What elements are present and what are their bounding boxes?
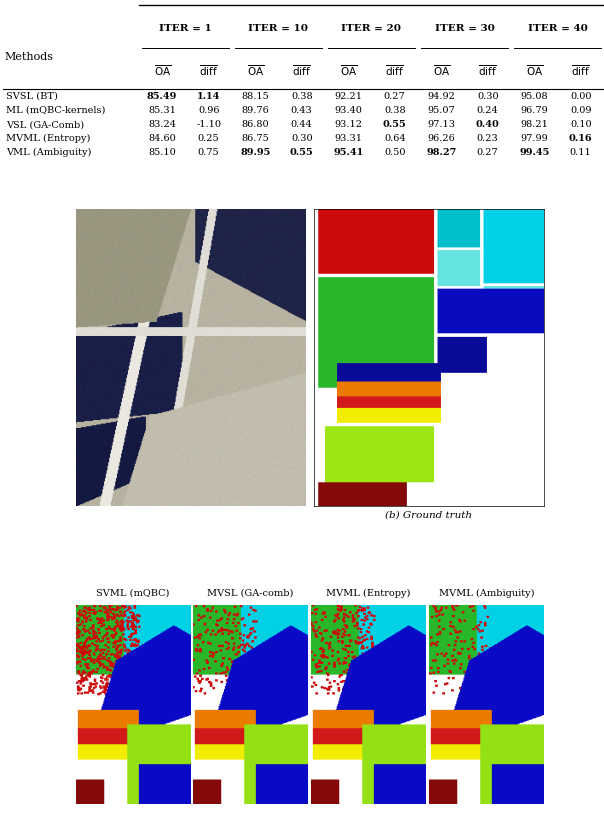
- Text: 84.60: 84.60: [149, 134, 176, 143]
- Text: 89.95: 89.95: [240, 148, 271, 157]
- Text: 85.10: 85.10: [149, 148, 176, 157]
- Text: 0.44: 0.44: [291, 120, 313, 129]
- Text: 0.55: 0.55: [290, 148, 313, 157]
- Text: ITER = 30: ITER = 30: [434, 24, 495, 33]
- Text: 0.64: 0.64: [384, 134, 405, 143]
- Text: 93.31: 93.31: [334, 134, 362, 143]
- Text: 95.07: 95.07: [428, 106, 455, 115]
- Text: 0.55: 0.55: [383, 120, 406, 129]
- Text: 95.41: 95.41: [333, 148, 364, 157]
- Text: 85.31: 85.31: [148, 106, 176, 115]
- Text: 0.75: 0.75: [198, 148, 219, 157]
- Text: $\overline{\rm diff}$: $\overline{\rm diff}$: [292, 63, 311, 78]
- Text: $\overline{\rm OA}$: $\overline{\rm OA}$: [432, 63, 450, 78]
- Text: $\overline{\rm diff}$: $\overline{\rm diff}$: [199, 63, 218, 78]
- Text: 0.43: 0.43: [291, 106, 313, 115]
- Text: 93.12: 93.12: [334, 120, 362, 129]
- Text: 0.96: 0.96: [198, 106, 219, 115]
- Text: MVML (Ambiguity): MVML (Ambiguity): [439, 589, 534, 598]
- Text: 0.30: 0.30: [477, 92, 498, 101]
- Text: ITER = 10: ITER = 10: [248, 24, 309, 33]
- Text: 0.11: 0.11: [570, 148, 592, 157]
- Text: Methods: Methods: [4, 53, 53, 63]
- Text: 0.10: 0.10: [570, 120, 591, 129]
- Text: 0.38: 0.38: [291, 92, 312, 101]
- Text: 93.40: 93.40: [334, 106, 362, 115]
- Text: 83.24: 83.24: [148, 120, 176, 129]
- Text: VML (Ambiguity): VML (Ambiguity): [6, 148, 91, 157]
- Text: ITER = 1: ITER = 1: [159, 24, 212, 33]
- Text: 0.09: 0.09: [570, 106, 591, 115]
- Text: $\overline{\rm diff}$: $\overline{\rm diff}$: [571, 63, 590, 78]
- Text: 97.99: 97.99: [521, 134, 548, 143]
- Text: 99.45: 99.45: [519, 148, 550, 157]
- Text: $\overline{\rm diff}$: $\overline{\rm diff}$: [385, 63, 404, 78]
- Text: ITER = 40: ITER = 40: [527, 24, 588, 33]
- Text: 0.16: 0.16: [569, 134, 593, 143]
- Text: 0.00: 0.00: [570, 92, 591, 101]
- Text: 86.75: 86.75: [242, 134, 269, 143]
- Text: VSL (GA-Comb): VSL (GA-Comb): [6, 120, 84, 129]
- Text: MVML (Entropy): MVML (Entropy): [6, 134, 91, 143]
- Text: 0.50: 0.50: [384, 148, 405, 157]
- Text: 94.92: 94.92: [427, 92, 455, 101]
- Text: 88.15: 88.15: [242, 92, 269, 101]
- Text: MVML (Entropy): MVML (Entropy): [326, 589, 411, 598]
- Text: $\overline{\rm OA}$: $\overline{\rm OA}$: [525, 63, 543, 78]
- X-axis label: (b) Ground truth: (b) Ground truth: [385, 510, 472, 519]
- Text: 98.27: 98.27: [426, 148, 457, 157]
- Text: 98.21: 98.21: [520, 120, 548, 129]
- Text: $\overline{\rm OA}$: $\overline{\rm OA}$: [153, 63, 171, 78]
- Text: 89.76: 89.76: [242, 106, 269, 115]
- Text: ITER = 20: ITER = 20: [341, 24, 402, 33]
- Text: 86.80: 86.80: [242, 120, 269, 129]
- Text: 0.40: 0.40: [476, 120, 500, 129]
- Text: 92.21: 92.21: [334, 92, 362, 101]
- Text: SVML (mQBC): SVML (mQBC): [96, 589, 169, 598]
- Text: 96.79: 96.79: [521, 106, 548, 115]
- Text: SVSL (BT): SVSL (BT): [6, 92, 58, 101]
- Text: 0.24: 0.24: [477, 106, 499, 115]
- Text: 95.08: 95.08: [521, 92, 548, 101]
- Text: 0.38: 0.38: [384, 106, 405, 115]
- Text: 97.13: 97.13: [427, 120, 455, 129]
- Text: -1.10: -1.10: [196, 120, 221, 129]
- Text: $\overline{\rm OA}$: $\overline{\rm OA}$: [339, 63, 357, 78]
- Text: MVSL (GA-comb): MVSL (GA-comb): [207, 589, 294, 598]
- Text: $\overline{\rm OA}$: $\overline{\rm OA}$: [246, 63, 264, 78]
- Text: $\overline{\rm diff}$: $\overline{\rm diff}$: [478, 63, 497, 78]
- Text: ML (mQBC-kernels): ML (mQBC-kernels): [6, 106, 106, 115]
- Text: 0.27: 0.27: [477, 148, 499, 157]
- Text: 1.14: 1.14: [197, 92, 220, 101]
- Text: 0.23: 0.23: [477, 134, 499, 143]
- Text: 0.27: 0.27: [384, 92, 406, 101]
- Text: 85.49: 85.49: [147, 92, 178, 101]
- Text: 0.25: 0.25: [198, 134, 219, 143]
- Text: 96.26: 96.26: [428, 134, 455, 143]
- Text: 0.30: 0.30: [291, 134, 312, 143]
